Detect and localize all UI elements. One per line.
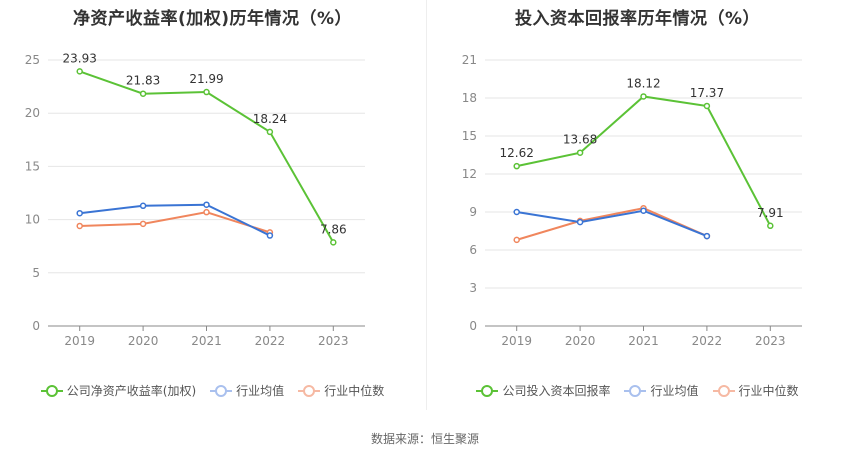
legend-label: 公司净资产收益率(加权)	[66, 384, 197, 398]
data-point	[203, 88, 210, 96]
y-tick-label: 15	[25, 159, 40, 173]
x-tick-label: 2023	[318, 334, 349, 348]
y-tick-label: 20	[25, 106, 40, 120]
y-tick-label: 10	[25, 213, 40, 227]
legend-item-avg[interactable]: 行业均值	[624, 382, 699, 399]
data-point	[139, 202, 147, 210]
data-point	[76, 68, 83, 75]
y-tick-label: 25	[25, 53, 40, 67]
data-point	[513, 236, 520, 244]
y-tick-label: 9	[469, 205, 477, 219]
data-label: 18.12	[626, 76, 660, 90]
chart-title: 净资产收益率(加权)历年情况（%）	[72, 9, 353, 29]
data-point	[513, 162, 520, 170]
data-label: 21.99	[189, 72, 223, 86]
data-point	[513, 208, 520, 216]
legend-label: 行业中位数	[738, 384, 799, 398]
legend-item-avg[interactable]: 行业均值	[210, 382, 284, 399]
data-point	[203, 201, 210, 208]
legend-label: 行业均值	[236, 384, 285, 398]
y-tick-label: 6	[469, 243, 477, 257]
x-tick-label: 2023	[755, 334, 786, 348]
data-label: 12.62	[500, 146, 534, 160]
data-label: 18.24	[253, 112, 287, 126]
legend-swatch-median	[298, 384, 321, 397]
chart-title: 投入资本回报率历年情况（%）	[514, 9, 761, 29]
data-point	[640, 207, 647, 214]
data-label: 23.93	[63, 51, 97, 65]
chart-panel-roic: 投入资本回报率历年情况（%） 0 3 6 9 12 15 18 21 2019 2020 2021 2…	[425, 0, 850, 420]
series-line	[516, 207, 708, 241]
y-tick-label: 0	[469, 319, 477, 333]
series-line	[79, 203, 271, 237]
data-label: 7.86	[320, 222, 347, 236]
y-tick-label: 15	[462, 129, 477, 143]
data-point	[266, 128, 274, 136]
y-tick-label: 3	[469, 281, 477, 295]
series-line	[79, 211, 271, 234]
data-point	[640, 93, 647, 100]
chart-legend: 公司投入资本回报率 行业均值 行业中位数	[425, 382, 850, 399]
data-point	[767, 222, 774, 230]
x-tick-label: 2020	[128, 334, 159, 348]
data-point	[139, 90, 147, 97]
y-tick-label: 18	[462, 91, 477, 105]
legend-item-median[interactable]: 行业中位数	[712, 382, 799, 399]
legend-item-median[interactable]: 行业中位数	[298, 382, 384, 399]
legend-swatch-company	[40, 384, 63, 397]
chart-panel-roe: 净资产收益率(加权)历年情况（%） 0 5 10 15 20 25 2019 2020 2021…	[0, 0, 425, 420]
data-label: 21.83	[126, 74, 160, 88]
data-point	[139, 220, 147, 228]
legend-swatch-avg	[624, 384, 647, 397]
legend-label: 公司投入资本回报率	[502, 384, 611, 398]
panel-divider	[426, 0, 427, 410]
legend-swatch-company	[476, 384, 499, 397]
legend-swatch-avg	[210, 384, 233, 397]
chart-plot-roe: 0 5 10 15 20 25 2019 2020 2021 2022 2023 23.93 21.83…	[25, 51, 365, 348]
data-point	[76, 209, 83, 217]
y-tick-label: 12	[462, 167, 477, 181]
data-point	[576, 149, 584, 156]
chart-plot-roic: 0 3 6 9 12 15 18 21 2019 2020 2021 2022 2023 12.62 13.…	[462, 53, 802, 348]
data-label: 13.68	[563, 133, 597, 147]
x-tick-label: 2019	[64, 334, 95, 348]
chart-legend: 公司净资产收益率(加权) 行业均值 行业中位数	[0, 382, 425, 399]
data-point	[703, 232, 711, 240]
y-tick-label: 0	[32, 319, 40, 333]
y-tick-label: 21	[462, 53, 477, 67]
x-tick-label: 2019	[501, 334, 532, 348]
x-tick-label: 2021	[191, 334, 222, 348]
data-point	[203, 208, 210, 216]
legend-item-company[interactable]: 公司投入资本回报率	[476, 382, 610, 399]
legend-label: 行业中位数	[324, 384, 385, 398]
series-line	[516, 209, 708, 237]
data-label: 7.91	[757, 206, 784, 220]
series-line	[79, 70, 335, 243]
y-tick-label: 5	[32, 266, 40, 280]
x-tick-label: 2022	[692, 334, 723, 348]
data-source-note: 数据来源：恒生聚源	[370, 432, 479, 446]
x-tick-label: 2021	[628, 334, 659, 348]
data-point	[576, 218, 584, 226]
data-label: 17.37	[690, 86, 724, 100]
legend-swatch-median	[712, 384, 735, 397]
x-tick-label: 2022	[255, 334, 286, 348]
data-point	[703, 102, 711, 110]
legend-item-company[interactable]: 公司净资产收益率(加权)	[40, 382, 197, 399]
data-point	[266, 232, 274, 239]
x-tick-label: 2020	[565, 334, 596, 348]
data-point	[330, 239, 337, 246]
data-point	[76, 222, 83, 230]
legend-label: 行业均值	[650, 384, 699, 398]
